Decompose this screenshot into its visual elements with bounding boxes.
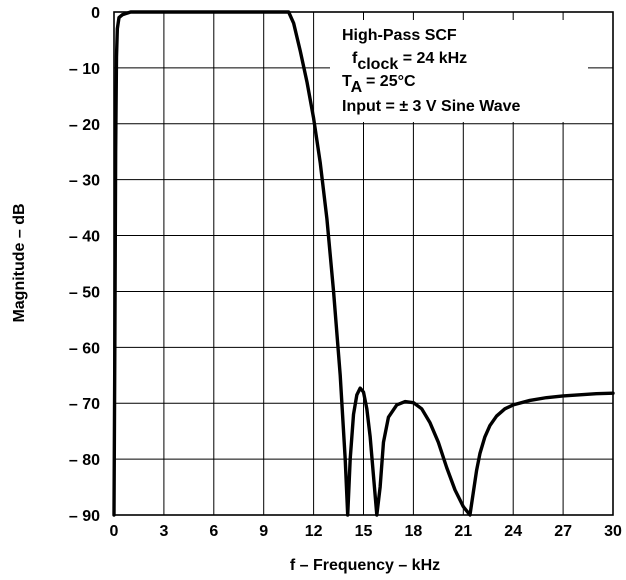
y-tick-label: – 30 [69, 173, 100, 190]
y-tick-label: – 10 [69, 61, 100, 78]
y-tick-label: – 70 [69, 396, 100, 413]
annotation-line-2-rest: = 24 kHz [398, 50, 467, 67]
x-tick-label: 21 [454, 523, 472, 540]
annotation-line-1: High-Pass SCF [342, 27, 457, 44]
annotation-line-3-sub: A [351, 79, 363, 96]
y-tick-label: – 50 [69, 284, 100, 301]
x-tick-label: 15 [355, 523, 373, 540]
x-tick-labels: 0 3 6 9 12 15 18 21 24 27 30 [110, 523, 622, 540]
annotation-background [330, 20, 588, 122]
annotation-line-3: TA = 25°C [342, 73, 416, 96]
y-tick-label: 0 [91, 5, 100, 22]
x-tick-label: 3 [159, 523, 168, 540]
y-tick-labels: 0 – 10 – 20 – 30 – 40 – 50 – 60 – 70 – 80 – 90 [69, 5, 100, 525]
x-tick-label: 6 [209, 523, 218, 540]
y-tick-label: – 60 [69, 340, 100, 357]
annotation-line-2: fclock = 24 kHz [352, 50, 467, 73]
y-axis-title: Magnitude – dB [11, 203, 28, 322]
y-tick-label: – 20 [69, 117, 100, 134]
annotation-line-3-main: T [342, 73, 352, 90]
x-tick-label: 18 [405, 523, 423, 540]
x-tick-label: 12 [305, 523, 323, 540]
y-tick-label: – 80 [69, 452, 100, 469]
annotation-line-2-main: f [352, 50, 358, 67]
annotation-line-3-rest: = 25°C [362, 73, 416, 90]
x-tick-label: 24 [504, 523, 522, 540]
y-tick-label: – 90 [69, 508, 100, 525]
x-tick-label: 27 [554, 523, 572, 540]
y-tick-label: – 40 [69, 229, 100, 246]
x-tick-label: 0 [110, 523, 119, 540]
x-tick-label: 9 [259, 523, 268, 540]
annotation-box: High-Pass SCF fclock = 24 kHz TA = 25°C … [330, 20, 588, 122]
plot-frame [113, 11, 614, 516]
annotation-line-4: Input = ± 3 V Sine Wave [342, 98, 521, 115]
annotation-line-2-sub: clock [357, 56, 398, 73]
x-axis-title: f – Frequency – kHz [290, 557, 440, 574]
x-tick-label: 30 [604, 523, 622, 540]
